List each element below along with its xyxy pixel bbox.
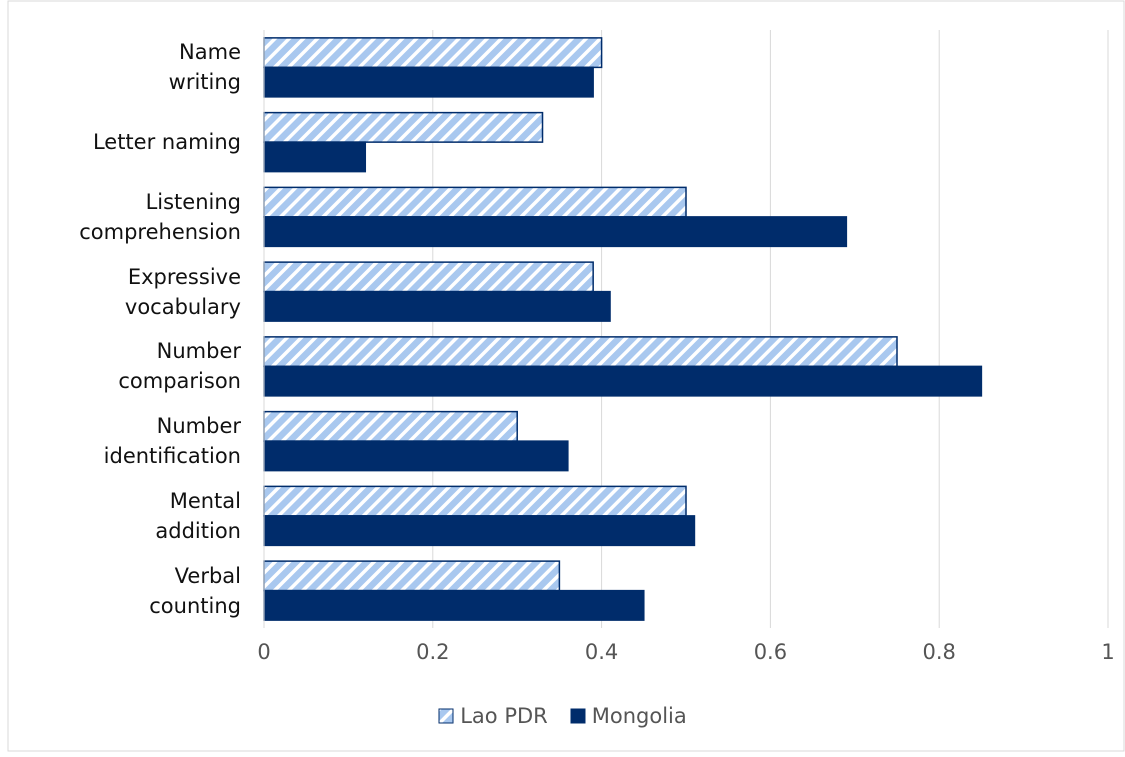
legend: Lao PDR Mongolia bbox=[0, 704, 1125, 728]
x-tick-label: 0.2 bbox=[416, 640, 450, 664]
bar bbox=[263, 141, 367, 173]
y-tick-label: Expressive vocabulary bbox=[124, 264, 241, 319]
y-tick-label: Mental addition bbox=[155, 488, 241, 543]
legend-swatch-rect bbox=[570, 708, 586, 724]
bar bbox=[263, 515, 696, 547]
bar bbox=[263, 111, 544, 143]
bar bbox=[263, 66, 594, 98]
legend-label: Lao PDR bbox=[460, 704, 548, 728]
x-tick-label: 1 bbox=[1101, 640, 1115, 664]
y-tick-label: Name writing bbox=[168, 40, 241, 95]
legend-swatch bbox=[570, 708, 586, 724]
legend-item: Lao PDR bbox=[438, 704, 548, 728]
legend-swatch bbox=[438, 708, 454, 724]
x-tick-label: 0.6 bbox=[753, 640, 788, 664]
y-tick-label: Number comparison bbox=[118, 339, 241, 394]
bar bbox=[263, 560, 561, 592]
y-tick-label: Listening comprehension bbox=[79, 189, 241, 244]
bar bbox=[263, 261, 594, 293]
bar bbox=[263, 186, 687, 218]
bar bbox=[263, 216, 848, 248]
bar bbox=[263, 440, 569, 472]
bar bbox=[263, 589, 645, 621]
x-tick-label: 0.4 bbox=[584, 640, 619, 664]
bar bbox=[263, 290, 611, 322]
bar bbox=[263, 336, 898, 368]
bar bbox=[263, 365, 983, 397]
y-tick-label: Number identification bbox=[103, 414, 241, 469]
bar bbox=[263, 485, 687, 517]
x-tick-label: 0 bbox=[257, 640, 271, 664]
x-tick-label: 0.8 bbox=[922, 640, 956, 664]
bar bbox=[263, 37, 603, 69]
legend-item: Mongolia bbox=[570, 704, 687, 728]
chart-frame bbox=[7, 0, 1125, 752]
y-tick-label: Verbal counting bbox=[149, 563, 241, 618]
y-tick-label: Letter naming bbox=[92, 130, 241, 155]
legend-label: Mongolia bbox=[591, 704, 687, 728]
legend-swatch-rect bbox=[438, 708, 454, 724]
bar bbox=[263, 410, 518, 442]
